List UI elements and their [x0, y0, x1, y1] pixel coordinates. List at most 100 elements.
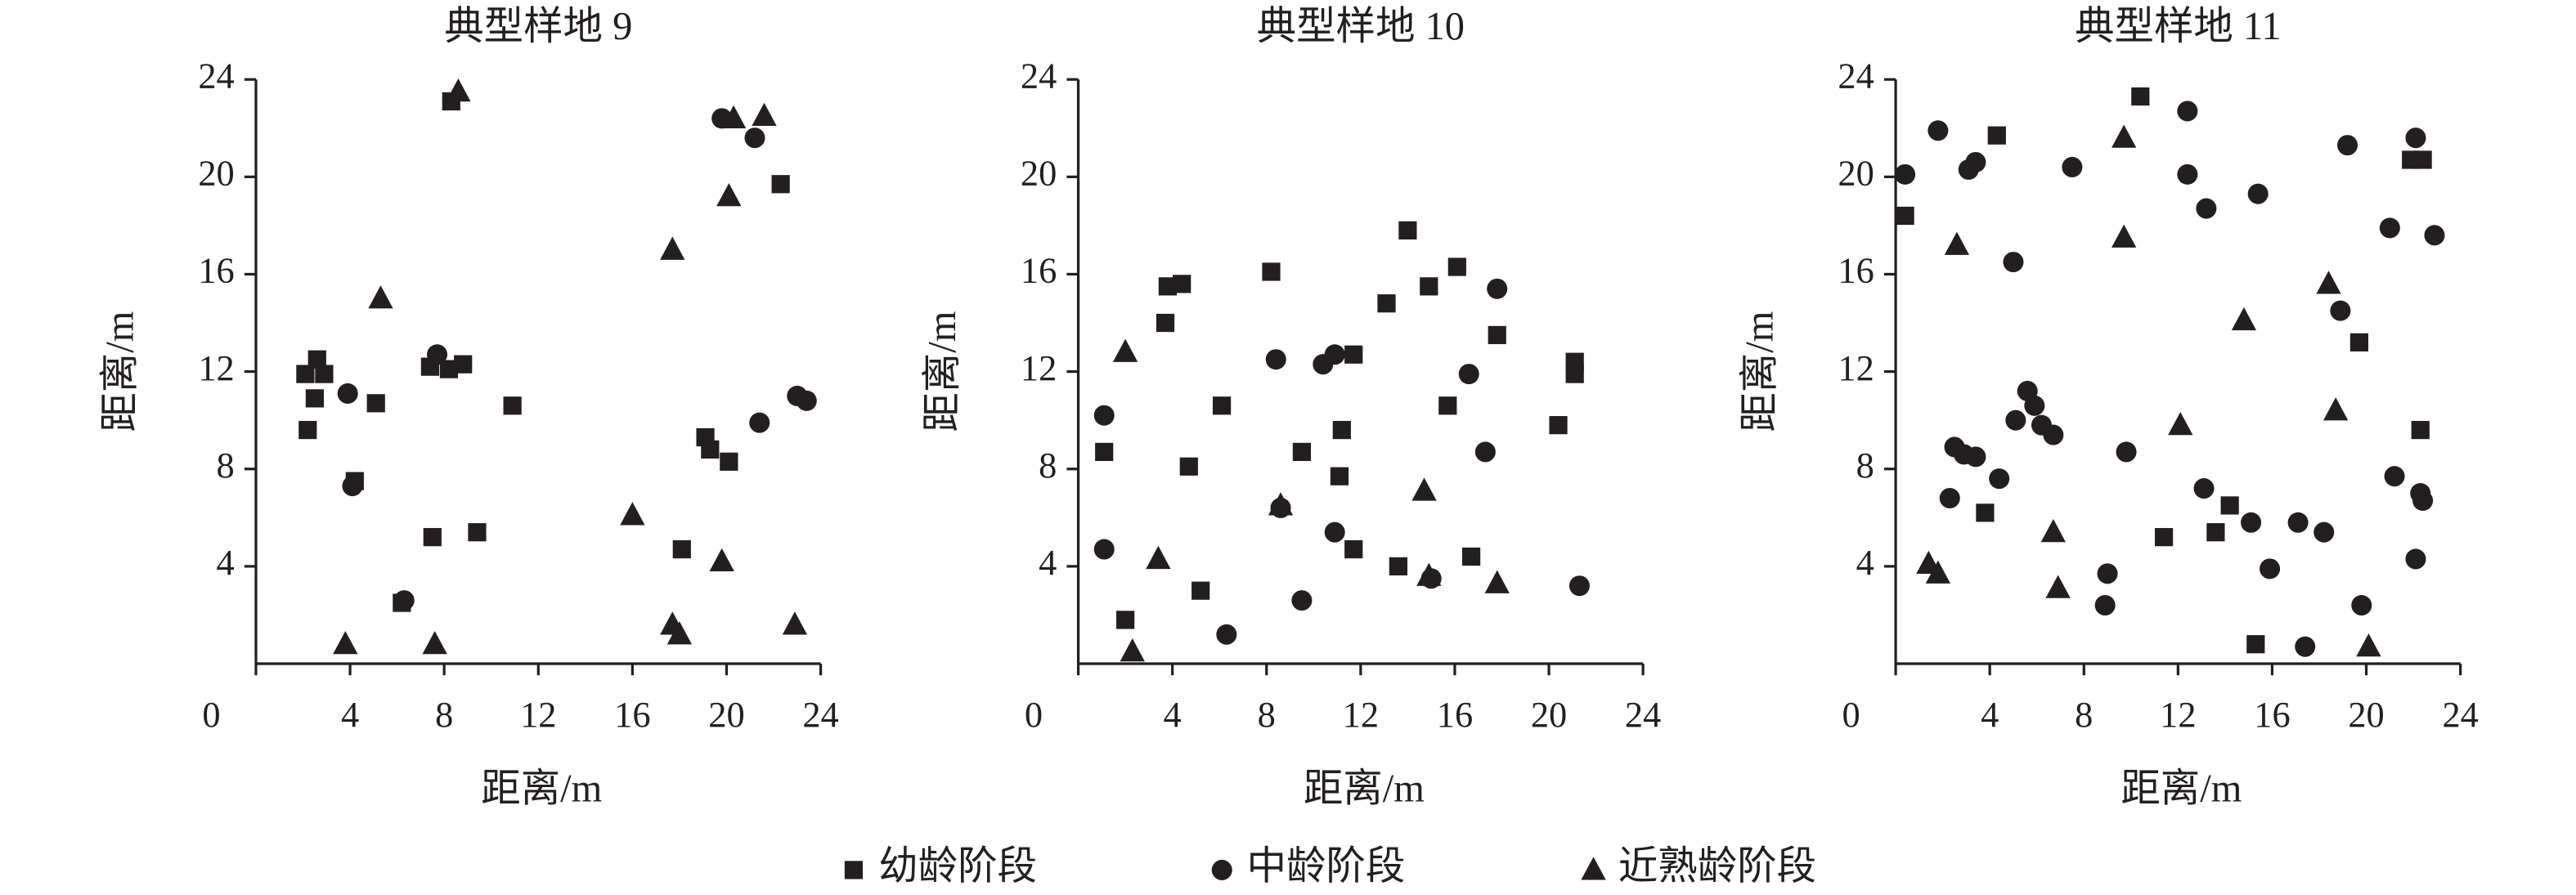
point [2295, 636, 2316, 657]
x-tick-label: 16 [1437, 694, 1473, 735]
y-tick-label: 12 [198, 347, 234, 388]
point [1389, 557, 1407, 575]
x-tick-label: 0 [1842, 694, 1860, 735]
point [2196, 198, 2217, 219]
point [1344, 345, 1363, 364]
y-tick-label: 20 [1838, 153, 1874, 194]
point [315, 365, 334, 383]
point [2116, 441, 2137, 463]
point [2356, 633, 2381, 657]
legend-marker [844, 861, 864, 879]
point [660, 236, 685, 260]
point [503, 396, 522, 415]
point [2405, 548, 2426, 570]
x-tick-label: 24 [1625, 694, 1661, 735]
point [2177, 101, 2198, 122]
point [709, 548, 734, 572]
point [2260, 558, 2281, 580]
point [1420, 277, 1438, 296]
point [2313, 521, 2335, 543]
point [393, 590, 415, 611]
point [366, 394, 385, 413]
point [2220, 496, 2239, 515]
point [2112, 124, 2137, 148]
point [454, 355, 473, 374]
x-tick-label: 20 [1531, 694, 1567, 735]
point [1212, 396, 1232, 415]
point [468, 523, 487, 542]
point [1265, 349, 1286, 370]
x-tick-label: 4 [1164, 694, 1182, 735]
point [1411, 477, 1437, 501]
point [1156, 313, 1175, 333]
point [368, 285, 393, 309]
point [1116, 611, 1135, 629]
x-tick-label: 0 [202, 694, 220, 735]
point [1192, 581, 1210, 600]
point [2040, 519, 2067, 543]
point [796, 390, 817, 411]
point [1112, 338, 1138, 362]
point [427, 344, 448, 365]
point [716, 183, 742, 207]
y-tick-label: 8 [1039, 445, 1057, 486]
point [2384, 466, 2405, 487]
point [1976, 503, 1995, 522]
point [1268, 492, 1294, 516]
panel-title: 典型样地 9 [444, 5, 632, 48]
point [1896, 206, 1914, 226]
y-tick-label: 4 [217, 542, 235, 583]
point [1965, 446, 1986, 468]
point [1565, 365, 1584, 383]
point [342, 476, 363, 497]
y-tick-label: 16 [1021, 250, 1057, 291]
point [1324, 521, 1345, 543]
point [2168, 411, 2193, 436]
point [305, 389, 325, 408]
point [2003, 252, 2024, 273]
y-axis-label: 距离/m [921, 311, 964, 432]
point [2154, 528, 2174, 547]
point [2024, 395, 2045, 416]
point [2045, 575, 2071, 598]
point [1291, 590, 1313, 611]
point [1398, 221, 1417, 239]
point [1179, 457, 1198, 476]
point [2131, 87, 2150, 106]
point [1487, 278, 1508, 299]
x-tick-label: 12 [1343, 694, 1379, 735]
point [2094, 595, 2116, 616]
point [2349, 333, 2369, 351]
point [2193, 478, 2215, 499]
legend-label: 近熟龄阶段 [1618, 845, 1816, 888]
x-tick-label: 4 [341, 694, 359, 735]
point [2246, 635, 2265, 654]
point [752, 102, 777, 127]
y-tick-label: 16 [1838, 250, 1874, 291]
point [333, 631, 358, 655]
point [771, 175, 790, 194]
point [720, 452, 738, 471]
point [2177, 163, 2198, 185]
x-axis-label: 距离/m [2120, 767, 2242, 811]
point [423, 528, 442, 547]
point [307, 350, 326, 369]
point [2112, 224, 2137, 248]
point [1447, 257, 1466, 276]
y-tick-label: 20 [1021, 153, 1057, 194]
point [422, 631, 447, 655]
x-tick-label: 8 [2075, 694, 2093, 735]
y-axis-label: 距离/m [1739, 311, 1782, 432]
x-tick-label: 8 [1258, 694, 1276, 735]
x-tick-label: 20 [2348, 694, 2384, 735]
point [744, 128, 765, 149]
point [782, 611, 808, 635]
point [1438, 396, 1457, 415]
point [2287, 512, 2309, 533]
x-tick-label: 16 [614, 694, 650, 735]
point [1895, 163, 1916, 185]
y-tick-label: 4 [1039, 542, 1057, 583]
legend-marker [1211, 859, 1232, 880]
point [2337, 135, 2358, 156]
